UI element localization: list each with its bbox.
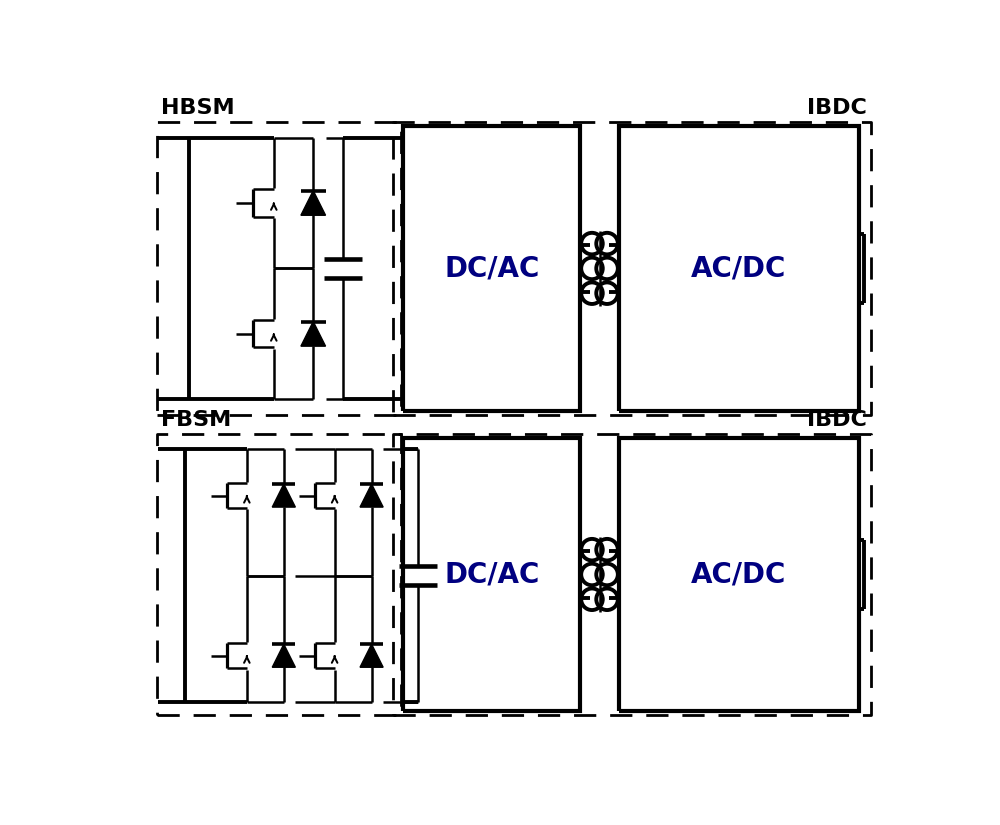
Text: IBDC: IBDC	[807, 410, 867, 430]
Text: FBSM: FBSM	[161, 410, 231, 430]
Polygon shape	[301, 322, 326, 346]
Text: IBDC: IBDC	[807, 98, 867, 118]
Polygon shape	[272, 644, 295, 667]
Text: AC/DC: AC/DC	[691, 254, 787, 282]
Polygon shape	[272, 484, 295, 507]
Text: DC/AC: DC/AC	[444, 254, 539, 282]
Polygon shape	[360, 484, 383, 507]
Text: HBSM: HBSM	[161, 98, 234, 118]
Text: DC/AC: DC/AC	[444, 560, 539, 588]
Polygon shape	[301, 191, 326, 215]
Polygon shape	[360, 644, 383, 667]
Text: AC/DC: AC/DC	[691, 560, 787, 588]
